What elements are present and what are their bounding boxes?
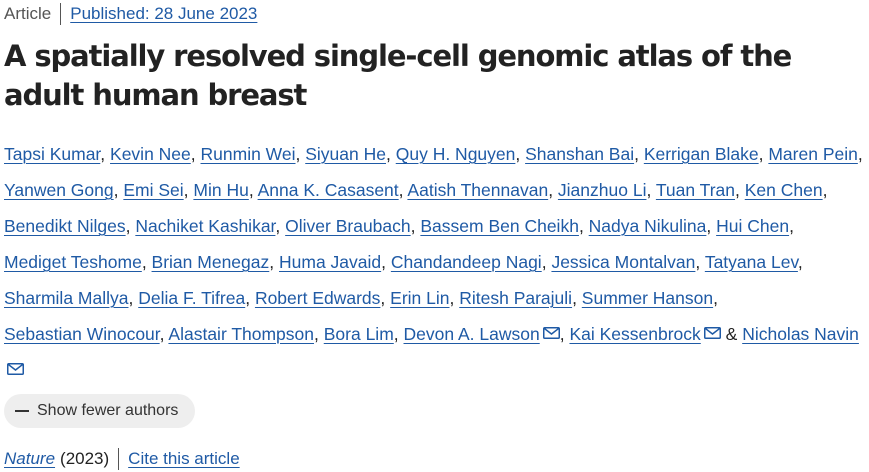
author-link[interactable]: Chandandeep Nagi — [390, 252, 542, 272]
author-link[interactable]: Mediget Teshome — [4, 252, 142, 272]
author-link[interactable]: Aatish Thennavan — [407, 180, 549, 200]
author-separator: , — [515, 144, 526, 164]
author-link[interactable]: Maren Pein — [768, 144, 858, 164]
author-link[interactable]: Brian Menegaz — [151, 252, 270, 272]
author-link[interactable]: Min Hu — [193, 180, 249, 200]
author-separator: , — [410, 216, 421, 236]
author-separator: , — [735, 180, 745, 200]
author-separator: , — [646, 180, 656, 200]
author-separator: , — [314, 324, 324, 344]
author-link[interactable]: Nadya Nikulina — [588, 216, 707, 236]
citation-row: Nature (2023) Cite this article — [4, 446, 865, 472]
author-link[interactable]: Delia F. Tifrea — [138, 288, 246, 308]
author-link[interactable]: Shanshan Bai — [525, 144, 635, 164]
author-link[interactable]: Kai Kessenbrock — [569, 324, 701, 344]
author-separator: , — [789, 216, 794, 236]
author-link[interactable]: Sebastian Winocour — [4, 324, 160, 344]
author-link[interactable]: Nicholas Navin — [742, 324, 859, 344]
author-separator: , — [100, 144, 111, 164]
author-separator: , — [758, 144, 769, 164]
author-separator: , — [125, 216, 136, 236]
author-separator: , — [572, 288, 582, 308]
author-link[interactable]: Jianzhuo Li — [557, 180, 647, 200]
author-link[interactable]: Kevin Nee — [110, 144, 191, 164]
cite-this-article-link[interactable]: Cite this article — [128, 449, 240, 468]
author-separator: , — [245, 288, 255, 308]
author-link[interactable]: Quy H. Nguyen — [395, 144, 516, 164]
author-separator: , — [275, 216, 286, 236]
author-link[interactable]: Sharmila Mallya — [4, 288, 129, 308]
minus-icon — [15, 410, 29, 412]
author-link[interactable]: Kerrigan Blake — [643, 144, 759, 164]
published-date-link[interactable]: Published: 28 June 2023 — [70, 4, 258, 23]
author-link[interactable]: Emi Sei — [123, 180, 184, 200]
author-link[interactable]: Ritesh Parajuli — [459, 288, 573, 308]
author-separator: , — [695, 252, 705, 272]
author-link[interactable]: Runmin Wei — [200, 144, 296, 164]
author-separator: , — [393, 324, 404, 344]
author-link[interactable]: Jessica Montalvan — [551, 252, 696, 272]
author-separator: , — [713, 288, 718, 308]
author-separator: , — [797, 252, 803, 272]
author-separator: , — [381, 252, 391, 272]
show-fewer-authors-button[interactable]: Show fewer authors — [4, 394, 196, 428]
author-separator: , — [706, 216, 717, 236]
author-separator: , — [295, 144, 306, 164]
author-link[interactable]: Bassem Ben Cheikh — [420, 216, 579, 236]
author-separator: , — [578, 216, 589, 236]
citation-divider — [118, 448, 120, 470]
author-link[interactable]: Ken Chen — [744, 180, 823, 200]
author-link[interactable]: Bora Lim — [323, 324, 394, 344]
author-separator: & — [720, 324, 743, 344]
author-separator: , — [248, 180, 258, 200]
author-separator: , — [190, 144, 201, 164]
author-link[interactable]: Huma Javaid — [279, 252, 382, 272]
author-separator: , — [548, 180, 558, 200]
author-separator: , — [822, 180, 828, 200]
author-separator: , — [141, 252, 152, 272]
author-link[interactable]: Robert Edwards — [254, 288, 381, 308]
author-link[interactable]: Benedikt Nilges — [4, 216, 126, 236]
author-separator: , — [559, 324, 570, 344]
author-separator: , — [183, 180, 194, 200]
author-link[interactable]: Erin Lin — [390, 288, 450, 308]
author-link[interactable]: Alastair Thompson — [168, 324, 315, 344]
author-list: Tapsi Kumar, Kevin Nee, Runmin Wei, Siyu… — [4, 136, 866, 388]
author-separator: , — [541, 252, 552, 272]
author-separator: , — [449, 288, 460, 308]
publication-year: (2023) — [60, 449, 110, 468]
author-link[interactable]: Nachiket Kashikar — [135, 216, 276, 236]
author-link[interactable]: Tapsi Kumar — [4, 144, 101, 164]
author-link[interactable]: Tatyana Lev — [704, 252, 798, 272]
author-link[interactable]: Yanwen Gong — [4, 180, 114, 200]
meta-divider — [60, 3, 62, 25]
author-link[interactable]: Summer Hanson — [581, 288, 714, 308]
author-link[interactable]: Siyuan He — [305, 144, 386, 164]
author-separator: , — [857, 144, 863, 164]
article-type: Article — [4, 4, 52, 23]
author-link[interactable]: Anna K. Casasent — [257, 180, 399, 200]
author-separator: , — [159, 324, 169, 344]
author-separator: , — [634, 144, 644, 164]
author-separator: , — [128, 288, 139, 308]
author-link[interactable]: Oliver Braubach — [285, 216, 411, 236]
author-separator: , — [269, 252, 279, 272]
email-icon[interactable] — [7, 363, 24, 375]
article-meta: Article Published: 28 June 2023 — [4, 1, 865, 27]
show-fewer-authors-label: Show fewer authors — [37, 402, 179, 419]
author-separator: , — [386, 144, 396, 164]
author-separator: , — [113, 180, 124, 200]
author-link[interactable]: Hui Chen — [716, 216, 790, 236]
journal-link[interactable]: Nature — [4, 449, 56, 468]
author-link[interactable]: Tuan Tran — [655, 180, 736, 200]
author-separator: , — [398, 180, 408, 200]
author-separator: , — [380, 288, 391, 308]
article-title: A spatially resolved single-cell genomic… — [4, 39, 792, 112]
email-icon[interactable] — [703, 327, 721, 339]
email-icon[interactable] — [542, 327, 560, 339]
author-link[interactable]: Devon A. Lawson — [403, 324, 540, 344]
